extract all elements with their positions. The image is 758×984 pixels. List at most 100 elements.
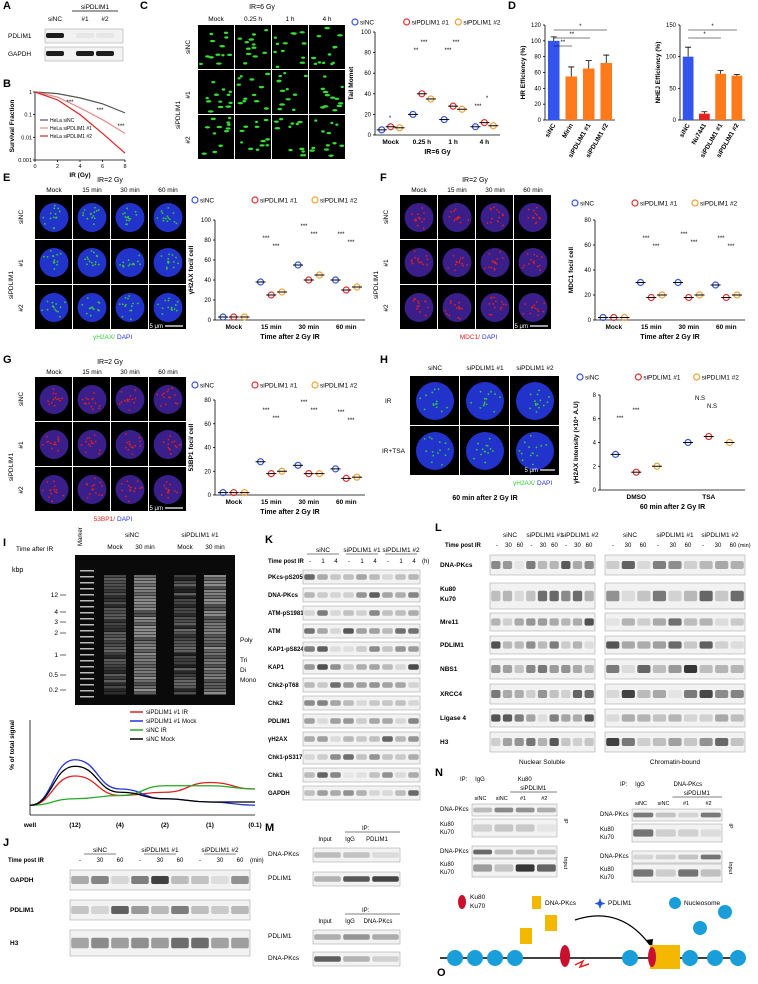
bar bbox=[600, 63, 613, 120]
comet bbox=[265, 72, 271, 76]
legend-label: siPDLIM1 #1 bbox=[640, 201, 678, 208]
label: Ku80 bbox=[440, 586, 456, 593]
band bbox=[111, 937, 129, 949]
focus bbox=[49, 489, 52, 492]
smear bbox=[174, 575, 196, 578]
band bbox=[715, 665, 729, 673]
focus bbox=[164, 403, 167, 406]
comet bbox=[226, 121, 231, 124]
band bbox=[317, 736, 328, 742]
band bbox=[304, 700, 315, 706]
focus bbox=[169, 483, 172, 486]
smear bbox=[104, 611, 126, 614]
band bbox=[473, 864, 493, 872]
smear bbox=[174, 584, 196, 587]
band bbox=[652, 561, 667, 569]
band bbox=[526, 561, 536, 569]
focus bbox=[541, 256, 543, 258]
label: kbp bbox=[12, 567, 23, 574]
focus bbox=[174, 304, 177, 306]
focus bbox=[457, 216, 460, 219]
band bbox=[382, 736, 393, 742]
focus bbox=[47, 440, 50, 443]
focus bbox=[529, 407, 531, 410]
band bbox=[304, 646, 315, 652]
label: *** bbox=[117, 124, 125, 130]
band bbox=[382, 790, 393, 796]
band bbox=[330, 700, 341, 706]
focus bbox=[129, 443, 131, 446]
band bbox=[372, 934, 399, 940]
band bbox=[304, 610, 315, 616]
break bbox=[574, 959, 590, 969]
band bbox=[151, 906, 169, 914]
band bbox=[502, 641, 513, 649]
focus bbox=[419, 310, 421, 313]
label: Poly bbox=[240, 637, 253, 644]
focus bbox=[456, 216, 459, 219]
label: siPDLIM1 #2 bbox=[516, 365, 554, 372]
focus bbox=[539, 217, 541, 220]
label: *** bbox=[690, 240, 698, 246]
band bbox=[304, 628, 315, 634]
focus bbox=[492, 450, 494, 452]
label: 12 bbox=[51, 592, 59, 599]
band bbox=[637, 738, 651, 746]
focus bbox=[162, 441, 165, 444]
focus bbox=[485, 444, 488, 447]
band bbox=[395, 772, 406, 778]
band bbox=[369, 736, 380, 742]
smear bbox=[104, 602, 126, 605]
band bbox=[621, 714, 635, 722]
ladder-band bbox=[80, 630, 94, 632]
ku bbox=[560, 945, 570, 967]
band bbox=[356, 574, 367, 580]
smear bbox=[104, 632, 126, 635]
y-tick-label: 0 bbox=[368, 133, 372, 139]
label: - bbox=[496, 543, 498, 549]
label: 30 bbox=[670, 543, 677, 549]
focus bbox=[86, 437, 89, 440]
legend-swatch bbox=[691, 199, 699, 207]
focus bbox=[53, 259, 56, 262]
x-tick-label: 15 min bbox=[261, 324, 282, 331]
comet bbox=[301, 150, 305, 153]
label: Ku70 bbox=[600, 835, 615, 841]
focus bbox=[529, 312, 532, 315]
band bbox=[317, 574, 328, 580]
label: siNC bbox=[475, 796, 487, 802]
band bbox=[652, 618, 667, 626]
focus bbox=[452, 254, 455, 257]
y-tick-label: 0.1 bbox=[24, 113, 32, 119]
label: 1 bbox=[399, 559, 403, 565]
band bbox=[111, 906, 129, 914]
smear bbox=[104, 656, 126, 659]
x-tick-label: (2) bbox=[161, 822, 169, 829]
band bbox=[730, 618, 744, 626]
label: GAPDH bbox=[8, 51, 31, 58]
label: Ku70 bbox=[470, 903, 486, 910]
band bbox=[515, 864, 535, 872]
focus bbox=[91, 307, 94, 310]
band bbox=[408, 790, 419, 796]
nucleosome bbox=[730, 950, 746, 966]
focus bbox=[160, 494, 163, 496]
focus bbox=[167, 260, 169, 263]
focus bbox=[131, 263, 134, 266]
focus bbox=[132, 302, 134, 305]
legend-label: siPDLIM1 #2 bbox=[463, 20, 501, 27]
focus bbox=[81, 398, 84, 401]
focus bbox=[167, 257, 170, 260]
smear bbox=[204, 626, 226, 629]
focus bbox=[127, 500, 130, 503]
comet bbox=[285, 88, 289, 91]
band bbox=[317, 772, 328, 778]
band bbox=[343, 956, 370, 962]
band bbox=[369, 592, 380, 598]
label: Chk1 bbox=[268, 773, 283, 779]
focus bbox=[439, 449, 441, 452]
focus bbox=[52, 443, 55, 446]
label: ** bbox=[570, 32, 575, 38]
band bbox=[330, 736, 341, 742]
label: #2 bbox=[18, 304, 25, 312]
